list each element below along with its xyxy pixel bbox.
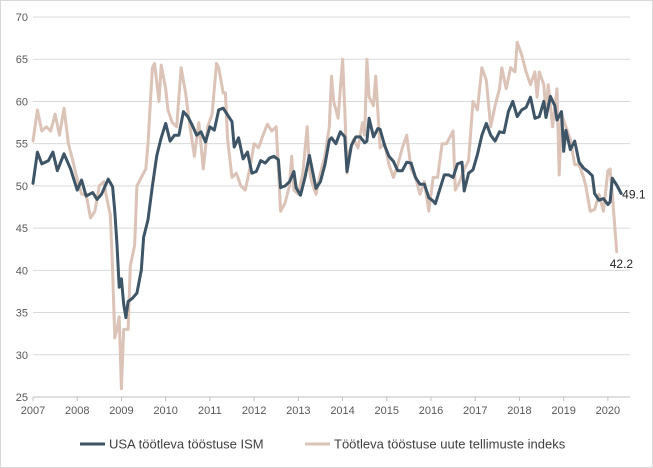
y-tick-label: 40 bbox=[16, 265, 28, 277]
x-tick-label: 2008 bbox=[65, 405, 89, 417]
legend-label-0: USA töötleva tööstuse ISM bbox=[109, 437, 264, 452]
x-tick-label: 2009 bbox=[109, 405, 133, 417]
end-label-1: 42.2 bbox=[610, 257, 634, 271]
y-tick-label: 60 bbox=[16, 96, 28, 108]
x-tick-label: 2020 bbox=[596, 405, 620, 417]
y-tick-label: 70 bbox=[16, 12, 28, 24]
series-lines bbox=[31, 40, 623, 391]
y-tick-label: 65 bbox=[16, 54, 28, 66]
y-axis-ticks: 25 30 35 40 45 50 55 60 65 70 bbox=[16, 12, 28, 404]
x-tick-label: 2019 bbox=[551, 405, 575, 417]
x-tick-label: 2013 bbox=[286, 405, 310, 417]
x-tick-label: 2015 bbox=[375, 405, 399, 417]
y-tick-label: 55 bbox=[16, 139, 28, 151]
x-tick-label: 2010 bbox=[153, 405, 177, 417]
y-tick-label: 35 bbox=[16, 308, 28, 320]
series-line-1 bbox=[31, 40, 619, 391]
y-tick-label: 25 bbox=[16, 392, 28, 404]
x-tick-label: 2018 bbox=[507, 405, 531, 417]
series-line-0 bbox=[31, 94, 623, 320]
y-tick-label: 30 bbox=[16, 350, 28, 362]
x-tick-label: 2007 bbox=[21, 405, 45, 417]
x-axis-ticks: 2007 2008 2009 2010 2011 2012 2013 2014 2015 2016… bbox=[21, 397, 620, 417]
x-tick-label: 2016 bbox=[419, 405, 443, 417]
legend: USA töötleva tööstuse ISM Töötleva tööstu… bbox=[80, 437, 566, 452]
x-tick-label: 2011 bbox=[198, 405, 222, 417]
y-tick-label: 50 bbox=[16, 181, 28, 193]
x-tick-label: 2014 bbox=[330, 405, 354, 417]
y-tick-label: 45 bbox=[16, 223, 28, 235]
end-labels: 49.1 42.2 bbox=[610, 187, 646, 270]
x-tick-label: 2017 bbox=[463, 405, 487, 417]
legend-label-1: Töötleva tööstuse uute tellimuste indeks bbox=[334, 437, 566, 452]
x-tick-label: 2012 bbox=[242, 405, 266, 417]
end-label-0: 49.1 bbox=[622, 187, 646, 201]
